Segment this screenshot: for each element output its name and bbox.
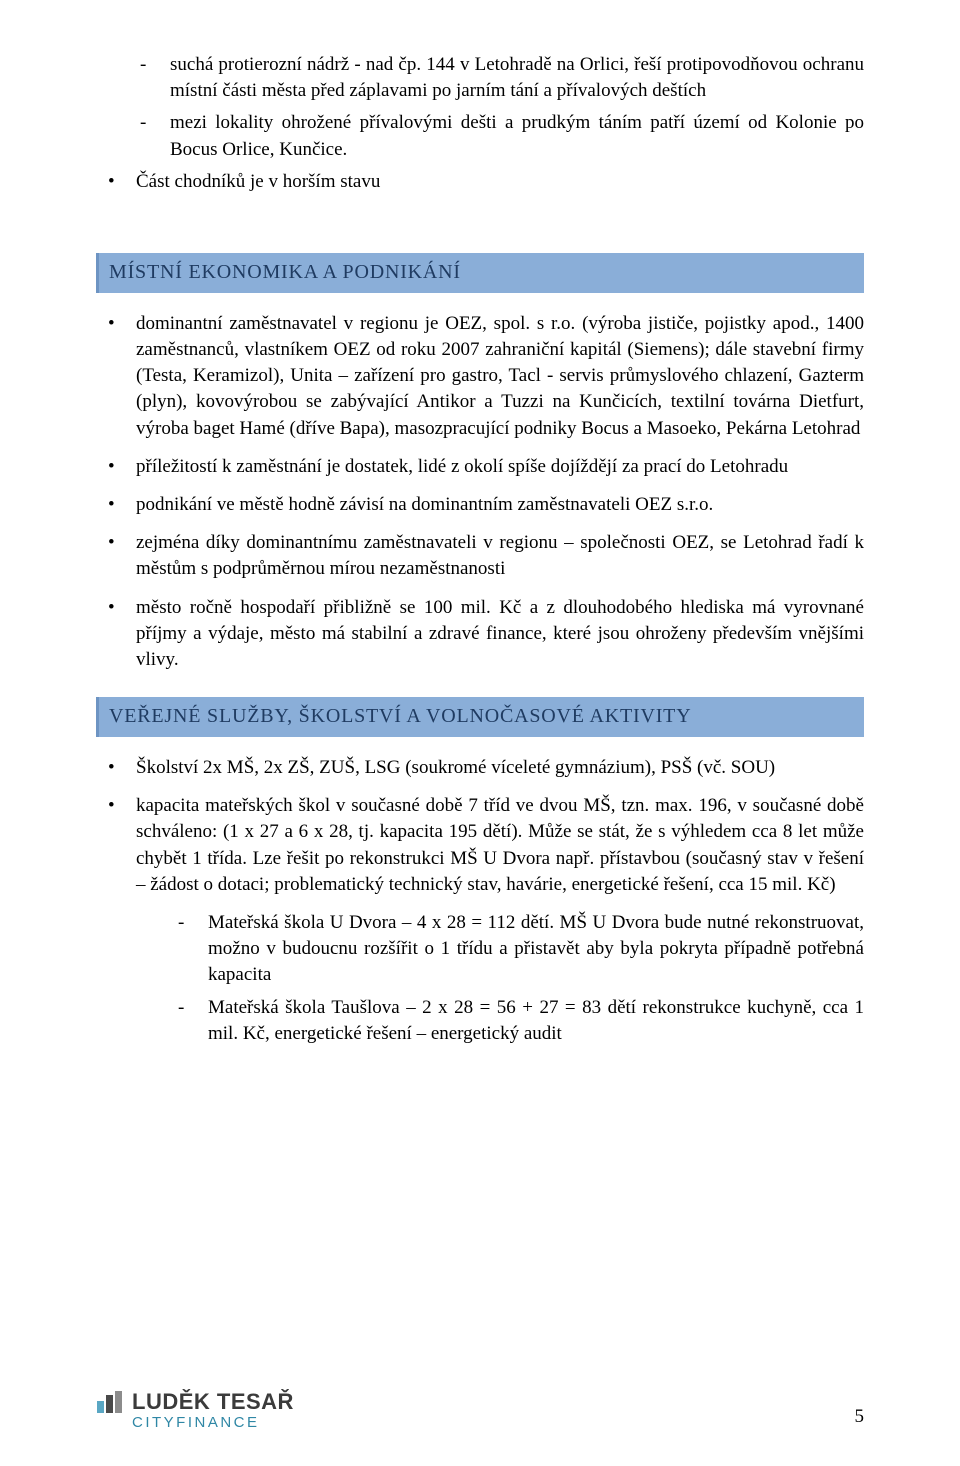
bullet-item: zejména díky dominantnímu zaměstnavateli… xyxy=(96,530,864,582)
footer-logo: LUDĚK TESAŘ CITYFINANCE xyxy=(96,1391,294,1430)
bullet-item: dominantní zaměstnavatel v regionu je OE… xyxy=(96,311,864,442)
dash-item: Mateřská škola U Dvora – 4 x 28 = 112 dě… xyxy=(174,910,864,989)
logo-subtitle: CITYFINANCE xyxy=(132,1415,294,1430)
bar-chart-icon xyxy=(96,1391,124,1413)
sluzby-bullet-list: Školství 2x MŠ, 2x ZŠ, ZUŠ, LSG (soukrom… xyxy=(96,755,864,898)
page-footer: LUDĚK TESAŘ CITYFINANCE 5 xyxy=(96,1391,864,1430)
intro-dash-list: suchá protierozní nádrž - nad čp. 144 v … xyxy=(96,52,864,163)
bullet-item: příležitostí k zaměstnání je dostatek, l… xyxy=(96,454,864,480)
logo-top-row: LUDĚK TESAŘ xyxy=(96,1391,294,1413)
logo-name-text: LUDĚK TESAŘ xyxy=(132,1391,294,1413)
dash-item: suchá protierozní nádrž - nad čp. 144 v … xyxy=(136,52,864,104)
sluzby-dash-list: Mateřská škola U Dvora – 4 x 28 = 112 dě… xyxy=(96,910,864,1047)
ekonomika-bullet-list: dominantní zaměstnavatel v regionu je OE… xyxy=(96,311,864,674)
heading-ekonomika: MÍSTNÍ EKONOMIKA A PODNIKÁNÍ xyxy=(96,253,864,293)
bullet-item: podnikání ve městě hodně závisí na domin… xyxy=(96,492,864,518)
dash-item: Mateřská škola Taušlova – 2 x 28 = 56 + … xyxy=(174,995,864,1047)
dash-item: mezi lokality ohrožené přívalovými dešti… xyxy=(136,110,864,162)
document-page: suchá protierozní nádrž - nad čp. 144 v … xyxy=(0,0,960,1466)
heading-sluzby: VEŘEJNÉ SLUŽBY, ŠKOLSTVÍ A VOLNOČASOVÉ A… xyxy=(96,697,864,737)
intro-bullet-list: Část chodníků je v horším stavu xyxy=(96,169,864,195)
bullet-item: Školství 2x MŠ, 2x ZŠ, ZUŠ, LSG (soukrom… xyxy=(96,755,864,781)
bullet-item: kapacita mateřských škol v současné době… xyxy=(96,793,864,898)
page-number: 5 xyxy=(855,1404,865,1430)
bullet-item: město ročně hospodaří přibližně se 100 m… xyxy=(96,595,864,674)
bullet-item: Část chodníků je v horším stavu xyxy=(96,169,864,195)
